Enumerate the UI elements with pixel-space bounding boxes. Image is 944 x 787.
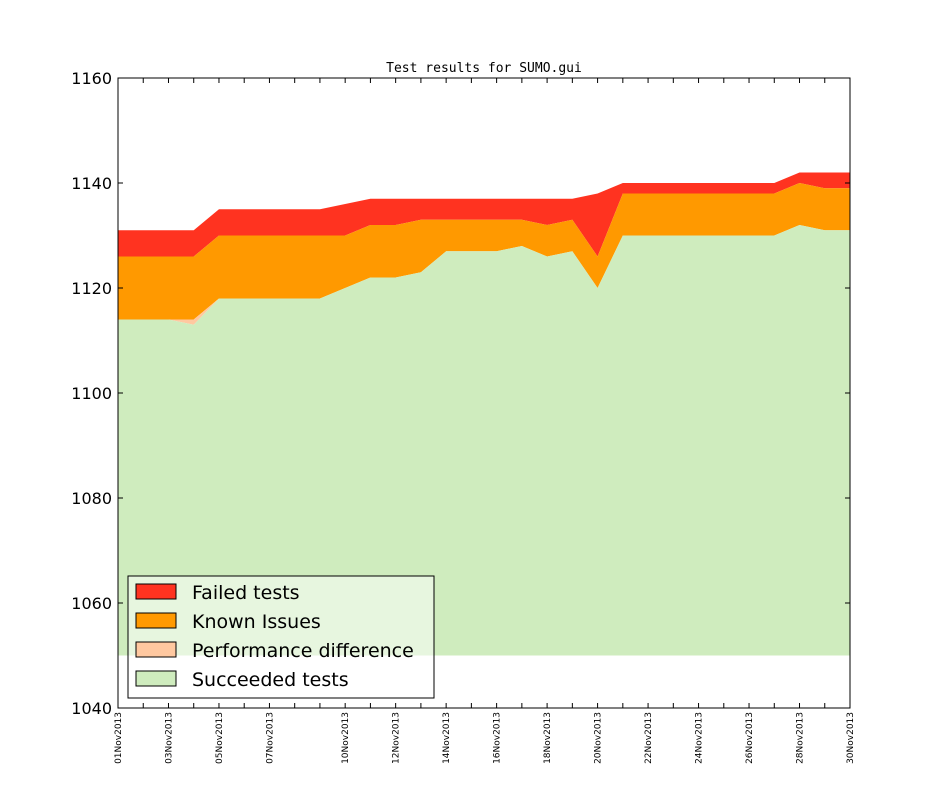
x-tick-label: 05Nov2013 (215, 712, 225, 764)
x-tick-label: 16Nov2013 (493, 712, 503, 764)
legend-label-failed-tests: Failed tests (192, 582, 300, 604)
x-tick-label: 30Nov2013 (846, 712, 856, 764)
x-tick-label: 20Nov2013 (594, 712, 604, 764)
legend-label-performance-difference: Performance difference (192, 640, 414, 662)
y-tick-label: 1060 (71, 594, 112, 613)
x-tick-label: 18Nov2013 (543, 712, 553, 764)
legend-swatch-succeeded-tests (135, 670, 177, 687)
x-tick-label: 03Nov2013 (164, 712, 174, 764)
y-tick-label: 1080 (71, 489, 112, 508)
y-tick-label: 1040 (71, 699, 112, 718)
x-tick-label: 22Nov2013 (644, 712, 654, 764)
y-tick-label: 1160 (71, 69, 112, 88)
area-succeeded-tests (118, 225, 850, 656)
x-tick-label: 14Nov2013 (442, 712, 452, 764)
x-tick-label: 10Nov2013 (341, 712, 351, 764)
legend-box (127, 575, 435, 699)
chart-title: Test results for SUMO.gui (386, 61, 582, 76)
x-tick-label: 07Nov2013 (265, 712, 275, 764)
x-tick-label: 26Nov2013 (745, 712, 755, 764)
x-tick-label: 12Nov2013 (392, 712, 402, 764)
legend-swatch-known-issues (135, 612, 177, 629)
y-tick-label: 1100 (71, 384, 112, 403)
legend-swatch-failed-tests (135, 583, 177, 600)
x-tick-label: 28Nov2013 (796, 712, 806, 764)
y-tick-label: 1140 (71, 174, 112, 193)
x-tick-label: 01Nov2013 (114, 712, 124, 764)
legend-swatch-performance-difference (135, 641, 177, 658)
y-tick-label: 1120 (71, 279, 112, 298)
x-tick-label: 24Nov2013 (695, 712, 705, 764)
legend-label-succeeded-tests: Succeeded tests (192, 669, 349, 691)
legend-label-known-issues: Known Issues (192, 611, 321, 633)
